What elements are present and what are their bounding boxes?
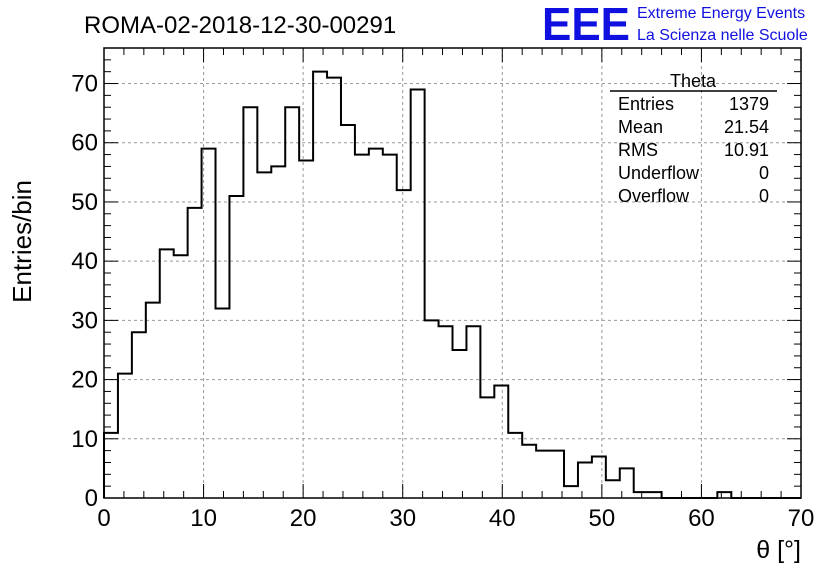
histogram-bin [229,196,243,498]
x-tick-label: 60 [688,505,715,532]
x-axis-label: θ [°] [756,536,801,564]
histogram-bin [648,492,662,498]
histogram-bin [536,451,550,498]
histogram-bin [104,433,118,498]
histogram-bin [174,255,188,498]
histogram-bin [299,161,313,499]
histogram-bin [285,107,299,498]
histogram-bin [480,397,494,498]
x-tick-label: 70 [788,505,815,532]
x-tick-label: 30 [389,505,416,532]
y-tick-label: 20 [71,367,98,394]
y-tick-label: 60 [71,130,98,157]
histogram-bin [592,457,606,498]
stats-label-rms: RMS [618,140,658,160]
stats-label-mean: Mean [618,117,663,137]
histogram-bin [522,445,536,498]
stats-box-title: Theta [670,71,717,91]
x-tick-labels: 0 10 20 30 40 50 60 70 [97,505,814,532]
histogram-bin [132,332,146,498]
histogram-bin [425,320,439,498]
x-tick-label: 40 [489,505,516,532]
y-tick-label: 70 [71,71,98,98]
histogram-bin [146,303,160,498]
x-tick-label: 20 [290,505,317,532]
histogram-bin [634,492,648,498]
histogram-bin [466,326,480,498]
stats-value-mean: 21.54 [724,117,769,137]
stats-value-entries: 1379 [729,94,769,114]
histogram-bin [271,166,285,498]
histogram-bin [202,149,216,498]
stats-value-rms: 10.91 [724,140,769,160]
histogram-bin [550,451,564,498]
histogram-bin [453,350,467,498]
histogram-series-line [103,70,801,499]
histogram-bin [355,155,369,498]
grid [104,48,801,498]
eee-logo-mark: EEE [542,0,630,50]
y-tick-labels: 0 10 20 30 40 50 60 70 [71,71,98,512]
histogram-bin [411,89,425,498]
histogram-bin [508,433,522,498]
histogram-bin [717,492,731,498]
chart-title: ROMA-02-2018-12-30-00291 [84,12,396,39]
y-tick-label: 50 [71,189,98,216]
histogram-bin [188,208,202,498]
histogram-bin [243,107,257,498]
histogram-bin [397,190,411,498]
stats-label-entries: Entries [618,94,674,114]
histogram-bin [341,125,355,498]
histogram-bin [564,486,578,498]
logo-line-2: La Scienza nelle Scuole [637,27,808,44]
histogram-bin [369,149,383,498]
histogram-bin [606,480,620,498]
y-tick-label: 30 [71,307,98,334]
stats-label-overflow: Overflow [618,186,690,206]
y-tick-label: 0 [85,485,98,512]
histogram-bin [216,309,230,498]
histogram-bin [383,155,397,498]
histogram-bin [439,326,453,498]
y-axis-label: Entries/bin [7,180,37,303]
stats-value-overflow: 0 [759,186,769,206]
histogram-bin [327,78,341,498]
logo-line-1: Extreme Energy Events [637,5,805,22]
stats-value-underflow: 0 [759,163,769,183]
histogram-bin [494,386,508,499]
histogram-bin [578,462,592,498]
histogram-bin [313,72,327,498]
histogram-bin [118,374,132,498]
x-tick-label: 10 [190,505,217,532]
stats-box: Theta Entries 1379 Mean 21.54 RMS 10.91 … [610,71,777,206]
stats-label-underflow: Underflow [618,163,700,183]
histogram-bin [257,172,271,498]
axis-ticks [103,47,802,499]
histogram-bin [160,249,174,498]
y-tick-label: 10 [71,426,98,453]
x-tick-label: 0 [97,505,110,532]
eee-logo: EEE Extreme Energy Events La Scienza nel… [542,0,808,50]
y-tick-label: 40 [71,248,98,275]
x-tick-label: 50 [589,505,616,532]
